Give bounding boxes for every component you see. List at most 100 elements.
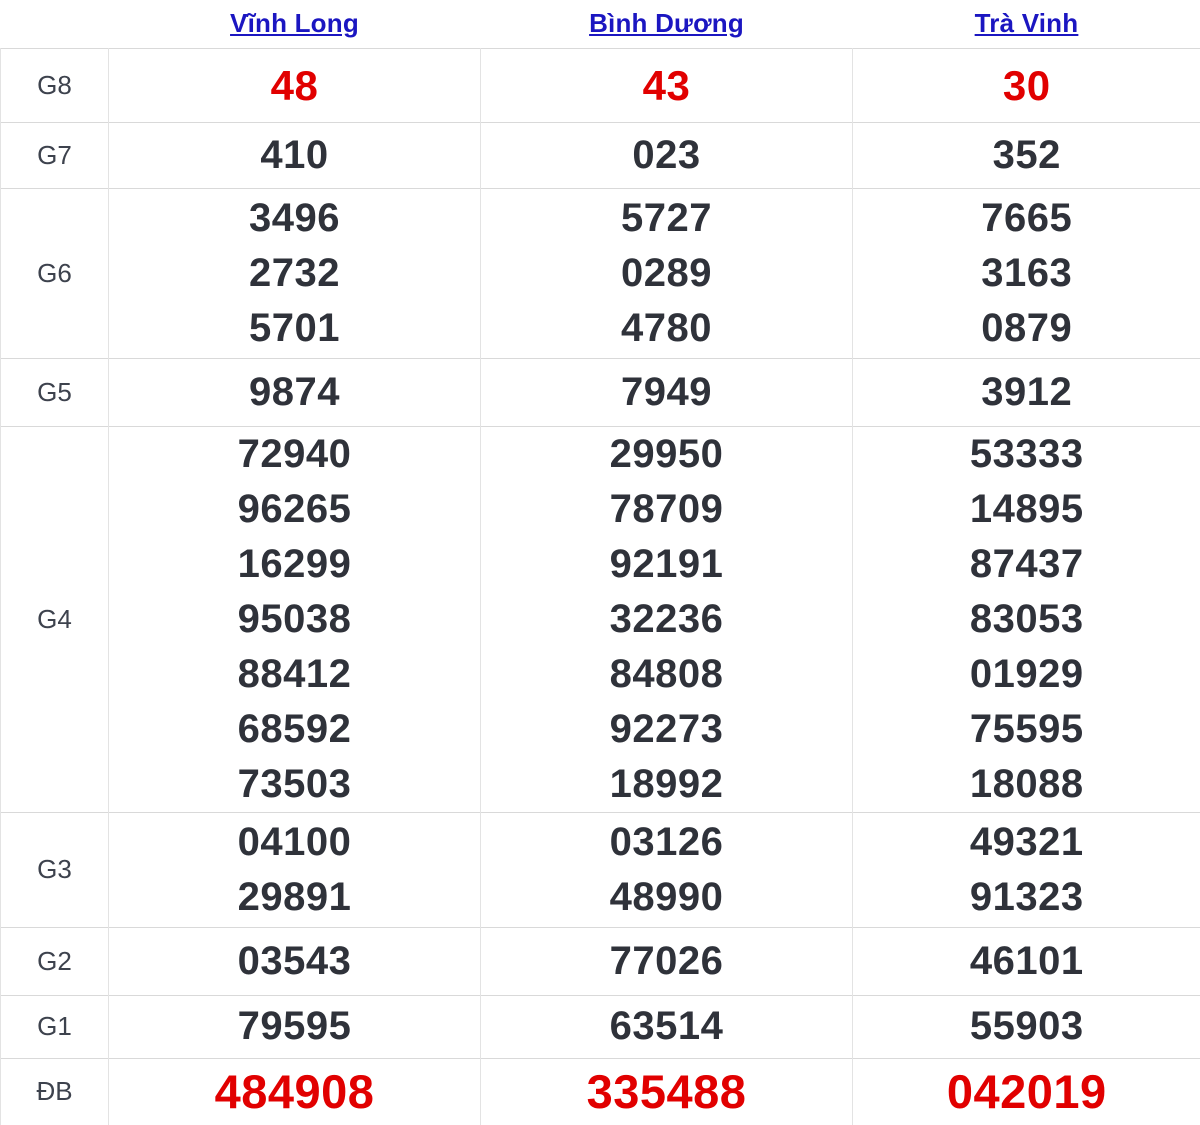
- prize-cell: 335488: [481, 1064, 852, 1119]
- prize-number: 29891: [237, 874, 352, 919]
- prize-label: G6: [0, 187, 109, 358]
- prize-number: 7949: [621, 369, 712, 414]
- prize-cell: 7665 3163 0879: [853, 191, 1200, 356]
- prize-row-g3: G3 04100 29891 03126 48990 49321 91323: [0, 811, 1200, 927]
- prize-cell: 72940 96265 16299 95038 88412 68592 73503: [109, 427, 480, 812]
- prize-cell: 7949: [481, 365, 852, 420]
- prize-cell: 48: [109, 58, 480, 113]
- prize-cell: 55903: [853, 999, 1200, 1054]
- prize-number: 03126: [609, 819, 724, 864]
- prize-number: 73503: [237, 761, 352, 806]
- prize-cell: 023: [481, 128, 852, 183]
- prize-number: 023: [632, 132, 701, 177]
- prize-number: 335488: [586, 1065, 747, 1119]
- prize-number: 3912: [981, 369, 1073, 414]
- prize-number: 32236: [609, 596, 724, 641]
- province-link-binh-duong[interactable]: Bình Dương: [589, 8, 744, 39]
- province-header-row: Vĩnh Long Bình Dương Trà Vinh: [1, 0, 1200, 48]
- prize-cell: 042019: [853, 1064, 1200, 1119]
- prize-number: 83053: [969, 596, 1084, 641]
- prize-number: 01929: [969, 651, 1084, 696]
- prize-row-db: ĐB 484908 335488 042019: [0, 1057, 1200, 1125]
- prize-cell: 484908: [109, 1064, 480, 1119]
- prize-label: ĐB: [0, 1057, 109, 1125]
- prize-number: 75595: [969, 706, 1084, 751]
- prize-label: G7: [0, 121, 109, 188]
- prize-number: 88412: [237, 651, 352, 696]
- prize-number: 48990: [609, 874, 724, 919]
- prize-number: 68592: [237, 706, 352, 751]
- prize-row-g5: G5 9874 7949 3912: [0, 357, 1200, 426]
- prize-number: 72940: [237, 431, 352, 476]
- prize-number: 18088: [969, 761, 1084, 806]
- prize-number: 53333: [969, 431, 1084, 476]
- prize-cell: 3912: [853, 365, 1200, 420]
- prize-number: 0289: [621, 250, 712, 295]
- prize-label: G1: [0, 994, 109, 1058]
- prize-number: 92191: [609, 541, 724, 586]
- prize-number: 16299: [237, 541, 352, 586]
- prize-cell: 352: [853, 128, 1200, 183]
- prize-cell: 43: [481, 58, 852, 113]
- province-link-tra-vinh[interactable]: Trà Vinh: [974, 8, 1079, 39]
- prize-number: 5727: [621, 195, 712, 240]
- prize-label: G3: [0, 811, 109, 927]
- prize-number: 0879: [981, 305, 1073, 350]
- prize-cell: 79595: [109, 999, 480, 1054]
- prize-cell: 63514: [481, 999, 852, 1054]
- prize-number: 3163: [981, 250, 1073, 295]
- prize-cell: 03543: [109, 934, 480, 989]
- prize-row-g2: G2 03543 77026 46101: [0, 926, 1200, 995]
- prize-number: 87437: [969, 541, 1084, 586]
- prize-number: 484908: [214, 1065, 375, 1119]
- prize-row-g8: G8 48 43 30: [0, 47, 1200, 122]
- prize-number: 79595: [237, 1004, 352, 1048]
- prize-number: 95038: [237, 596, 352, 641]
- prize-number: 2732: [249, 250, 340, 295]
- prize-number: 43: [642, 61, 691, 109]
- prize-cell: 04100 29891: [109, 815, 480, 925]
- prize-number: 48: [270, 61, 319, 109]
- prize-cell: 03126 48990: [481, 815, 852, 925]
- prize-cell: 30: [853, 58, 1200, 113]
- province-link-vinh-long[interactable]: Vĩnh Long: [230, 8, 359, 39]
- prize-row-g4: G4 72940 96265 16299 95038 88412 68592 73503 2…: [0, 425, 1200, 812]
- prize-number: 78709: [609, 486, 724, 531]
- prize-label: G5: [0, 357, 109, 426]
- prize-row-g7: G7 410 023 352: [0, 121, 1200, 188]
- prize-number: 14895: [969, 486, 1084, 531]
- prize-number: 4780: [621, 305, 712, 350]
- prize-cell: 29950 78709 92191 32236 84808 92273 18992: [481, 427, 852, 812]
- prize-number: 29950: [609, 431, 724, 476]
- prize-number: 30: [1002, 61, 1051, 109]
- prize-number: 5701: [249, 305, 340, 350]
- prize-label: G4: [0, 425, 109, 812]
- prize-number: 96265: [237, 486, 352, 531]
- prize-number: 042019: [946, 1065, 1107, 1119]
- prize-number: 55903: [969, 1004, 1084, 1048]
- prize-cell: 410: [109, 128, 480, 183]
- prize-number: 92273: [609, 706, 724, 751]
- prize-cell: 3496 2732 5701: [109, 191, 480, 356]
- prize-number: 7665: [981, 195, 1073, 240]
- prize-cell: 9874: [109, 365, 480, 420]
- prize-number: 91323: [969, 874, 1084, 919]
- prize-cell: 46101: [853, 934, 1200, 989]
- prize-label: G2: [0, 926, 109, 995]
- prize-cell: 49321 91323: [853, 815, 1200, 925]
- prize-number: 410: [260, 132, 329, 177]
- prize-number: 04100: [237, 819, 352, 864]
- prize-label: G8: [0, 47, 109, 122]
- prize-number: 63514: [609, 1004, 724, 1048]
- prize-number: 9874: [249, 369, 340, 414]
- prize-number: 352: [992, 132, 1061, 177]
- prize-number: 49321: [969, 819, 1084, 864]
- prize-number: 46101: [969, 938, 1084, 983]
- prize-row-g6: G6 3496 2732 5701 5727 0289 4780 7665 3163 087…: [0, 187, 1200, 358]
- header-spacer: [1, 0, 109, 48]
- prize-number: 77026: [609, 938, 724, 983]
- prize-number: 3496: [249, 195, 340, 240]
- prize-number: 18992: [609, 761, 724, 806]
